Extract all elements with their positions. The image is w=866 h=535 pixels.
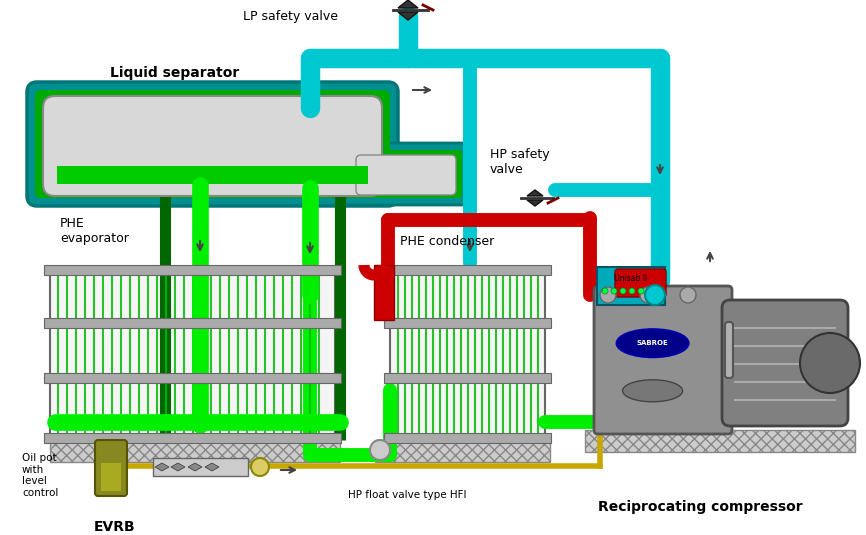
FancyBboxPatch shape xyxy=(27,82,398,206)
Bar xyxy=(384,373,551,383)
Bar xyxy=(44,373,341,383)
Bar xyxy=(44,318,341,328)
Polygon shape xyxy=(205,463,219,471)
Bar xyxy=(44,265,341,275)
FancyBboxPatch shape xyxy=(725,322,733,378)
Text: HP float valve type HFI: HP float valve type HFI xyxy=(348,490,467,500)
Polygon shape xyxy=(398,0,418,8)
Bar xyxy=(597,267,665,305)
FancyBboxPatch shape xyxy=(594,286,732,434)
Text: HP safety
valve: HP safety valve xyxy=(490,148,550,176)
Bar xyxy=(374,265,394,320)
Bar xyxy=(101,463,121,491)
Bar xyxy=(390,268,545,440)
Polygon shape xyxy=(188,463,202,471)
Bar xyxy=(50,440,340,462)
Text: SABROE: SABROE xyxy=(637,340,669,346)
Circle shape xyxy=(602,288,608,294)
Text: EVRB: EVRB xyxy=(94,520,136,534)
Text: Oil pot
with
level
control: Oil pot with level control xyxy=(22,453,58,498)
Circle shape xyxy=(251,458,269,476)
Bar xyxy=(50,268,335,440)
FancyBboxPatch shape xyxy=(615,269,666,297)
Polygon shape xyxy=(527,200,543,206)
Text: LP safety valve: LP safety valve xyxy=(243,10,338,23)
Bar xyxy=(384,265,551,275)
Circle shape xyxy=(647,288,653,294)
Ellipse shape xyxy=(623,380,682,402)
Circle shape xyxy=(370,440,390,460)
Ellipse shape xyxy=(617,329,688,357)
Text: PHE condenser: PHE condenser xyxy=(400,235,494,248)
FancyBboxPatch shape xyxy=(95,440,127,496)
Polygon shape xyxy=(398,12,418,20)
Bar xyxy=(153,458,248,476)
Circle shape xyxy=(680,287,696,303)
Circle shape xyxy=(645,285,665,305)
Bar xyxy=(384,433,551,443)
Bar xyxy=(384,318,551,328)
Text: Unisab II: Unisab II xyxy=(615,274,648,283)
Circle shape xyxy=(800,333,860,393)
FancyBboxPatch shape xyxy=(722,300,848,426)
Text: Liquid separator: Liquid separator xyxy=(110,66,240,80)
Circle shape xyxy=(629,288,635,294)
Polygon shape xyxy=(171,463,185,471)
Circle shape xyxy=(640,287,656,303)
FancyBboxPatch shape xyxy=(343,143,469,205)
FancyBboxPatch shape xyxy=(43,96,382,196)
Circle shape xyxy=(600,287,616,303)
Bar xyxy=(44,433,341,443)
FancyBboxPatch shape xyxy=(35,90,390,198)
Text: Reciprocating compressor: Reciprocating compressor xyxy=(598,500,802,514)
Circle shape xyxy=(611,288,617,294)
Bar xyxy=(375,440,550,462)
Bar xyxy=(57,166,368,184)
Circle shape xyxy=(638,288,644,294)
Polygon shape xyxy=(155,463,169,471)
Bar xyxy=(585,430,855,452)
Polygon shape xyxy=(527,190,543,196)
FancyBboxPatch shape xyxy=(350,150,462,198)
Circle shape xyxy=(620,288,626,294)
Text: PHE
evaporator: PHE evaporator xyxy=(60,217,129,245)
FancyBboxPatch shape xyxy=(356,155,456,195)
